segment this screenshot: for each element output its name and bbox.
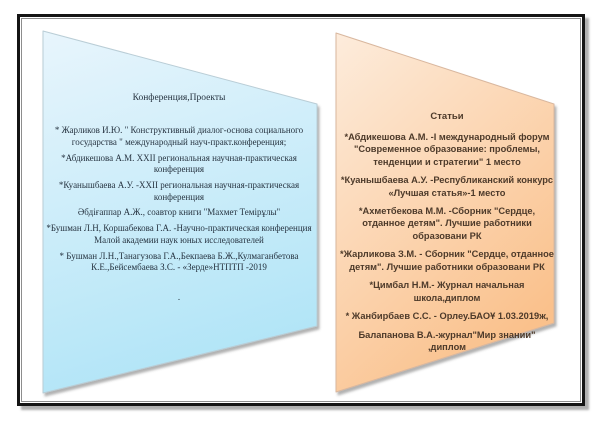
- list-item: * Жанбирбаев С.С. - Орлеу.БАОҰ 1.03.2019…: [345, 311, 549, 322]
- list-item: *Ахметбекова М.М. -Сборник "Сердце, отда…: [358, 205, 536, 241]
- list-item: *Абдикешова А.М. XXII региональная научн…: [61, 152, 297, 175]
- list-item: *Жарликова З.М. - Сборник "Сердце, отдан…: [340, 249, 554, 272]
- list-item: *Цимбал Н.М.- Журнал начальная школа,дип…: [369, 280, 525, 303]
- slide-border-inner-line: [21, 18, 581, 402]
- list-item: *Абдикешова А.М. -I международный форум …: [344, 131, 550, 167]
- slide-border-frame: [17, 14, 585, 406]
- list-item: *Куанышбаева А.У. -XXII региональная нау…: [58, 180, 300, 202]
- list-item: * Жарликов И.Ю. " Конструктивный диалог-…: [54, 125, 304, 148]
- trailing-dot: .: [177, 291, 181, 302]
- articles-panel-title: Статьи: [430, 111, 464, 122]
- conference-panel-title: Конференция,Проекты: [132, 93, 226, 103]
- list-item: *Куанышбаева А.У. -Республиканский конку…: [340, 175, 554, 198]
- list-item: Балапанова В.А.-журнал"Мир знании" ,дипл…: [358, 329, 536, 353]
- articles-panel: Статьи *Абдикешова А.М. -I международный…: [339, 111, 555, 360]
- articles-panel-shape: [335, 32, 555, 393]
- list-item: * Бушман Л.Н.,Танагузова Г.А.,Бекпаева Б…: [59, 250, 299, 273]
- conference-panel: Конференция,Проекты * Жарликов И.Ю. " Ко…: [46, 92, 312, 308]
- conference-panel-shape: [42, 30, 318, 394]
- list-item: *Бушман Л.Н, Коршабекова Г.А. -Научно-пр…: [46, 223, 312, 245]
- list-item: Әбдіғаппар А.Ж., соавтор книги "Махмет Т…: [77, 207, 281, 218]
